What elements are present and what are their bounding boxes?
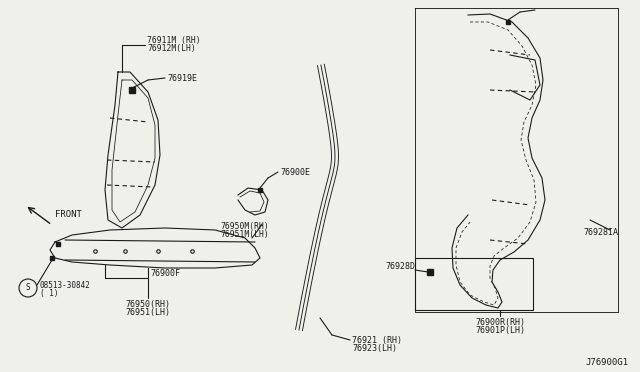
Text: S: S <box>26 283 30 292</box>
Text: 76951(LH): 76951(LH) <box>125 308 170 317</box>
Text: 76950(RH): 76950(RH) <box>125 300 170 309</box>
Text: 76919E: 76919E <box>167 74 197 83</box>
Text: 76921 (RH): 76921 (RH) <box>352 336 402 345</box>
Text: 76928IA: 76928IA <box>583 228 618 237</box>
Text: 76900F: 76900F <box>150 269 180 279</box>
Text: 76900R(RH): 76900R(RH) <box>475 318 525 327</box>
Text: 76912M(LH): 76912M(LH) <box>147 44 196 53</box>
Text: 76951M(LH): 76951M(LH) <box>220 230 269 239</box>
Text: 08513-30842: 08513-30842 <box>40 281 91 290</box>
Text: J76900G1: J76900G1 <box>585 358 628 367</box>
Text: 76900E: 76900E <box>280 168 310 177</box>
Text: 76950M(RH): 76950M(RH) <box>220 222 269 231</box>
Text: 76928D: 76928D <box>385 262 415 271</box>
Bar <box>415 258 533 310</box>
Text: 76901P(LH): 76901P(LH) <box>475 326 525 335</box>
Text: ( 1): ( 1) <box>40 289 58 298</box>
Text: FRONT: FRONT <box>55 209 82 218</box>
Text: 76923(LH): 76923(LH) <box>352 344 397 353</box>
Text: 76911M (RH): 76911M (RH) <box>147 36 200 45</box>
